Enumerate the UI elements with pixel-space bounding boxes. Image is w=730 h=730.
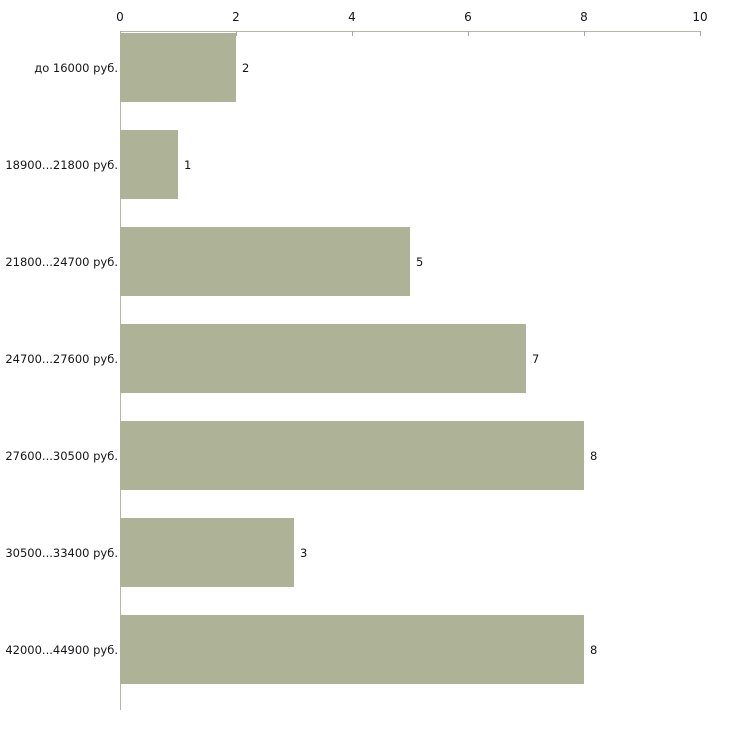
bar	[120, 518, 294, 587]
bar-value-label: 8	[590, 642, 598, 657]
y-axis-category-label: 42000...44900 руб.	[5, 642, 118, 657]
bar-value-label: 1	[184, 157, 192, 172]
bar	[120, 421, 584, 490]
bar-value-label: 2	[242, 60, 250, 75]
bar	[120, 33, 236, 102]
y-axis-category-label: 24700...27600 руб.	[5, 351, 118, 366]
x-axis-tick	[700, 31, 701, 36]
y-axis-category-label: 18900...21800 руб.	[5, 157, 118, 172]
x-axis-tick	[352, 31, 353, 36]
x-axis-tick	[468, 31, 469, 36]
bar	[120, 130, 178, 199]
bar	[120, 615, 584, 684]
x-axis-tick-label: 6	[464, 10, 472, 24]
x-axis-tick-label: 8	[580, 10, 588, 24]
y-axis-category-label: до 16000 руб.	[34, 60, 118, 75]
x-axis-tick	[236, 31, 237, 36]
bar-value-label: 3	[300, 545, 308, 560]
bar	[120, 324, 526, 393]
bar-value-label: 8	[590, 448, 598, 463]
y-axis-category-label: 27600...30500 руб.	[5, 448, 118, 463]
bar	[120, 227, 410, 296]
x-axis-tick-label: 4	[348, 10, 356, 24]
bar-value-label: 7	[532, 351, 540, 366]
x-axis-tick-label: 0	[116, 10, 124, 24]
x-axis-line	[120, 31, 700, 32]
x-axis-tick	[584, 31, 585, 36]
y-axis-category-label: 21800...24700 руб.	[5, 254, 118, 269]
x-axis-tick-label: 10	[692, 10, 708, 24]
y-axis-category-label: 30500...33400 руб.	[5, 545, 118, 560]
bar-value-label: 5	[416, 254, 424, 269]
x-axis-tick-label: 2	[232, 10, 240, 24]
